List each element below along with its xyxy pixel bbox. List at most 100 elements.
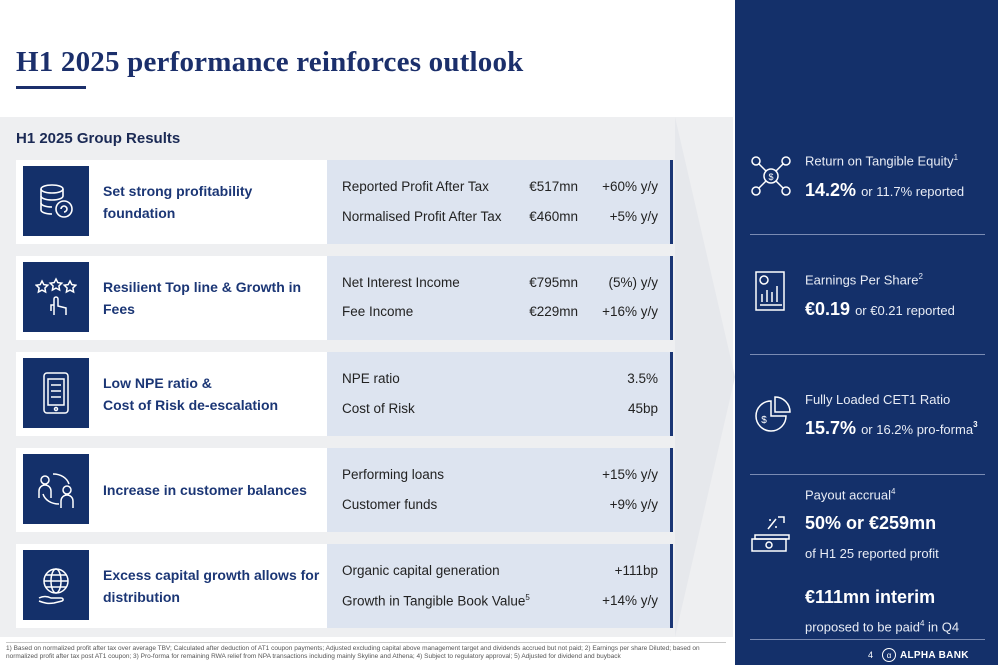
metric-name: Net Interest Income: [342, 275, 460, 290]
row-label: Increase in customer balances: [103, 482, 307, 498]
metric-name: Fee Income: [342, 304, 414, 319]
report-chart-icon: [755, 271, 785, 311]
metric-change: 3.5%: [627, 371, 658, 386]
kpi-label-text: Return on Tangible Equity: [805, 153, 954, 169]
kpi-label-cet1: Fully Loaded CET1 Ratio: [805, 392, 951, 407]
metric-name: Growth in Tangible Book Value5: [342, 593, 530, 609]
kpi-value-text: 15.7%: [805, 418, 857, 438]
metric-change: +14% y/y: [602, 593, 658, 608]
metric-name-text: Growth in Tangible Book Value: [342, 593, 526, 609]
divider: [750, 474, 985, 475]
page-number: 4: [868, 650, 874, 660]
footnote-text: 1) Based on normalized profit after tax …: [6, 645, 700, 660]
metric-name: Performing loans: [342, 467, 445, 482]
kpi-value-sub: or 16.2% pro-forma: [861, 422, 974, 437]
metric-row: Cost of Risk 45bp: [342, 401, 658, 421]
footnote-ref: 1: [953, 153, 959, 162]
metric-row: Customer funds +9% y/y: [342, 497, 658, 517]
metric-row: Fee Income €229mn +16% y/y: [342, 304, 658, 324]
caption-text: in Q4: [924, 619, 960, 635]
divider: [750, 639, 985, 640]
brand-logo: α ALPHA BANK: [882, 648, 969, 662]
kpi-caption-interim: proposed to be paid4 in Q4: [805, 619, 959, 634]
kpi-value-cet1: 15.7% or 16.2% pro-forma3: [805, 418, 978, 439]
chevron-arrow-shape: [675, 117, 735, 637]
metric-row: Net Interest Income €795mn (5%) y/y: [342, 275, 658, 295]
metric-name: Cost of Risk: [342, 401, 415, 416]
svg-text:$: $: [768, 172, 773, 182]
result-row-npe: Low NPE ratio & Cost of Risk de-escalati…: [16, 352, 673, 436]
row-left-panel: Excess capital growth allows for distrib…: [16, 544, 327, 628]
metric-change: +60% y/y: [602, 179, 658, 194]
kpi-label-text: Earnings Per Share: [805, 272, 919, 288]
globe-hand-icon: [23, 550, 89, 620]
row-label: Set strong profitability foundation: [103, 183, 253, 221]
metric-change: (5%) y/y: [608, 275, 658, 290]
metric-row: Organic capital generation +111bp: [342, 563, 658, 583]
row-metrics-panel: Performing loans +15% y/y Customer funds…: [327, 448, 673, 532]
divider: [750, 234, 985, 235]
metric-value: €460mn: [529, 209, 578, 224]
page-title: H1 2025 performance reinforces outlook: [16, 46, 524, 78]
kpi-value-text: €0.19: [805, 299, 851, 319]
footnote-ref: 3: [973, 420, 978, 429]
result-row-profitability: Set strong profitability foundation Repo…: [16, 160, 673, 244]
kpi-value-rote: 14.2% or 11.7% reported: [805, 180, 964, 201]
metric-change: +5% y/y: [609, 209, 658, 224]
star-rating-hand-icon: [23, 262, 89, 332]
row-metrics-panel: Organic capital generation +111bp Growth…: [327, 544, 673, 628]
row-label: Resilient Top line & Growth in Fees: [103, 279, 302, 317]
kpi-value-sub: or €0.21 reported: [855, 303, 955, 318]
kpi-value-payout: 50% or €259mn: [805, 513, 937, 533]
metric-name: Reported Profit After Tax: [342, 179, 489, 194]
results-heading: H1 2025 Group Results: [16, 130, 181, 147]
metric-name: Customer funds: [342, 497, 438, 512]
kpi-label-eps: Earnings Per Share2: [805, 272, 923, 287]
svg-text:$: $: [761, 415, 767, 426]
result-row-topline: Resilient Top line & Growth in Fees Net …: [16, 256, 673, 340]
caption-text: proposed to be paid: [805, 619, 920, 635]
metric-change: 45bp: [627, 401, 658, 416]
kpi-caption-payout: of H1 25 reported profit: [805, 546, 939, 561]
metric-value: €229mn: [529, 304, 578, 319]
row-metrics-panel: Reported Profit After Tax €517mn +60% y/…: [327, 160, 673, 244]
footnote-ref: 4: [891, 487, 896, 496]
kpi-value-eps: €0.19 or €0.21 reported: [805, 299, 955, 320]
mobile-bank-icon: [23, 358, 89, 428]
metric-change: +15% y/y: [602, 467, 658, 482]
metric-value: €795mn: [529, 275, 578, 290]
metric-row: Growth in Tangible Book Value5 +14% y/y: [342, 593, 658, 613]
metric-name: Organic capital generation: [342, 563, 500, 578]
metric-row: Performing loans +15% y/y: [342, 467, 658, 487]
result-row-capital: Excess capital growth allows for distrib…: [16, 544, 673, 628]
alpha-logo-icon: α: [882, 648, 896, 662]
brand-name: ALPHA BANK: [900, 649, 969, 661]
title-underline: [16, 86, 86, 89]
divider: [750, 354, 985, 355]
row-left-panel: Set strong profitability foundation: [16, 160, 327, 244]
kpi-sidebar: $ Return on Tangible Equity1 14.2% or 11…: [735, 0, 998, 665]
row-metrics-panel: NPE ratio 3.5% Cost of Risk 45bp: [327, 352, 673, 436]
people-exchange-icon: [23, 454, 89, 524]
kpi-value-sub: or 11.7% reported: [861, 184, 965, 199]
metric-name: NPE ratio: [342, 371, 400, 386]
metric-name: Normalised Profit After Tax: [342, 209, 502, 224]
metric-value: €517mn: [529, 179, 578, 194]
kpi-label-rote: Return on Tangible Equity1: [805, 153, 958, 168]
footnote-ref: 2: [918, 272, 923, 281]
pie-dollar-icon: $: [755, 396, 791, 432]
row-label: Low NPE ratio & Cost of Risk de-escalati…: [103, 375, 279, 413]
database-coin-icon: [23, 166, 89, 236]
kpi-value-interim: €111mn interim: [805, 587, 936, 607]
result-row-balances: Increase in customer balances Performing…: [16, 448, 673, 532]
row-left-panel: Increase in customer balances: [16, 448, 327, 532]
footnote-rule: [6, 642, 726, 643]
cash-stack-icon: [751, 516, 790, 552]
metric-change: +16% y/y: [602, 304, 658, 319]
row-label: Excess capital growth allows for distrib…: [103, 567, 320, 605]
metric-row: Normalised Profit After Tax €460mn +5% y…: [342, 209, 658, 229]
row-left-panel: Low NPE ratio & Cost of Risk de-escalati…: [16, 352, 327, 436]
network-dollar-icon: $: [751, 156, 791, 196]
kpi-label-text: Payout accrual: [805, 487, 891, 503]
footnote-ref: 4: [919, 619, 925, 628]
